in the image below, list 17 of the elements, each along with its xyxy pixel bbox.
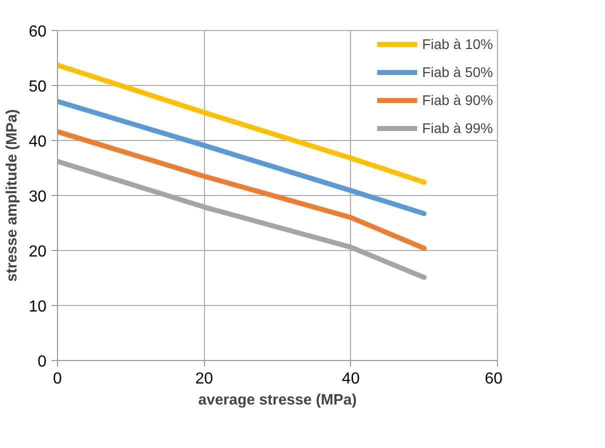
- y-axis-title: stresse amplitude (MPa): [4, 109, 21, 282]
- x-tick-label: 60: [484, 370, 503, 388]
- y-tick-label: 60: [28, 24, 47, 40]
- y-tick-label: 0: [38, 354, 47, 370]
- x-tick-label: 20: [195, 370, 214, 388]
- legend-label: Fiab à 10%: [422, 36, 493, 52]
- legend-label: Fiab à 50%: [422, 64, 493, 80]
- legend-label: Fiab à 90%: [422, 92, 493, 108]
- y-tick-label: 50: [28, 78, 47, 96]
- x-tick-label: 40: [342, 370, 360, 388]
- y-tick-label: 30: [28, 188, 47, 206]
- y-tick-label: 20: [28, 244, 47, 260]
- y-tick-label: 40: [28, 134, 47, 150]
- x-tick-label: 0: [53, 370, 62, 388]
- y-tick-label: 10: [28, 298, 47, 316]
- legend-label: Fiab à 99%: [422, 120, 493, 136]
- x-axis-title: average stresse (MPa): [198, 392, 357, 408]
